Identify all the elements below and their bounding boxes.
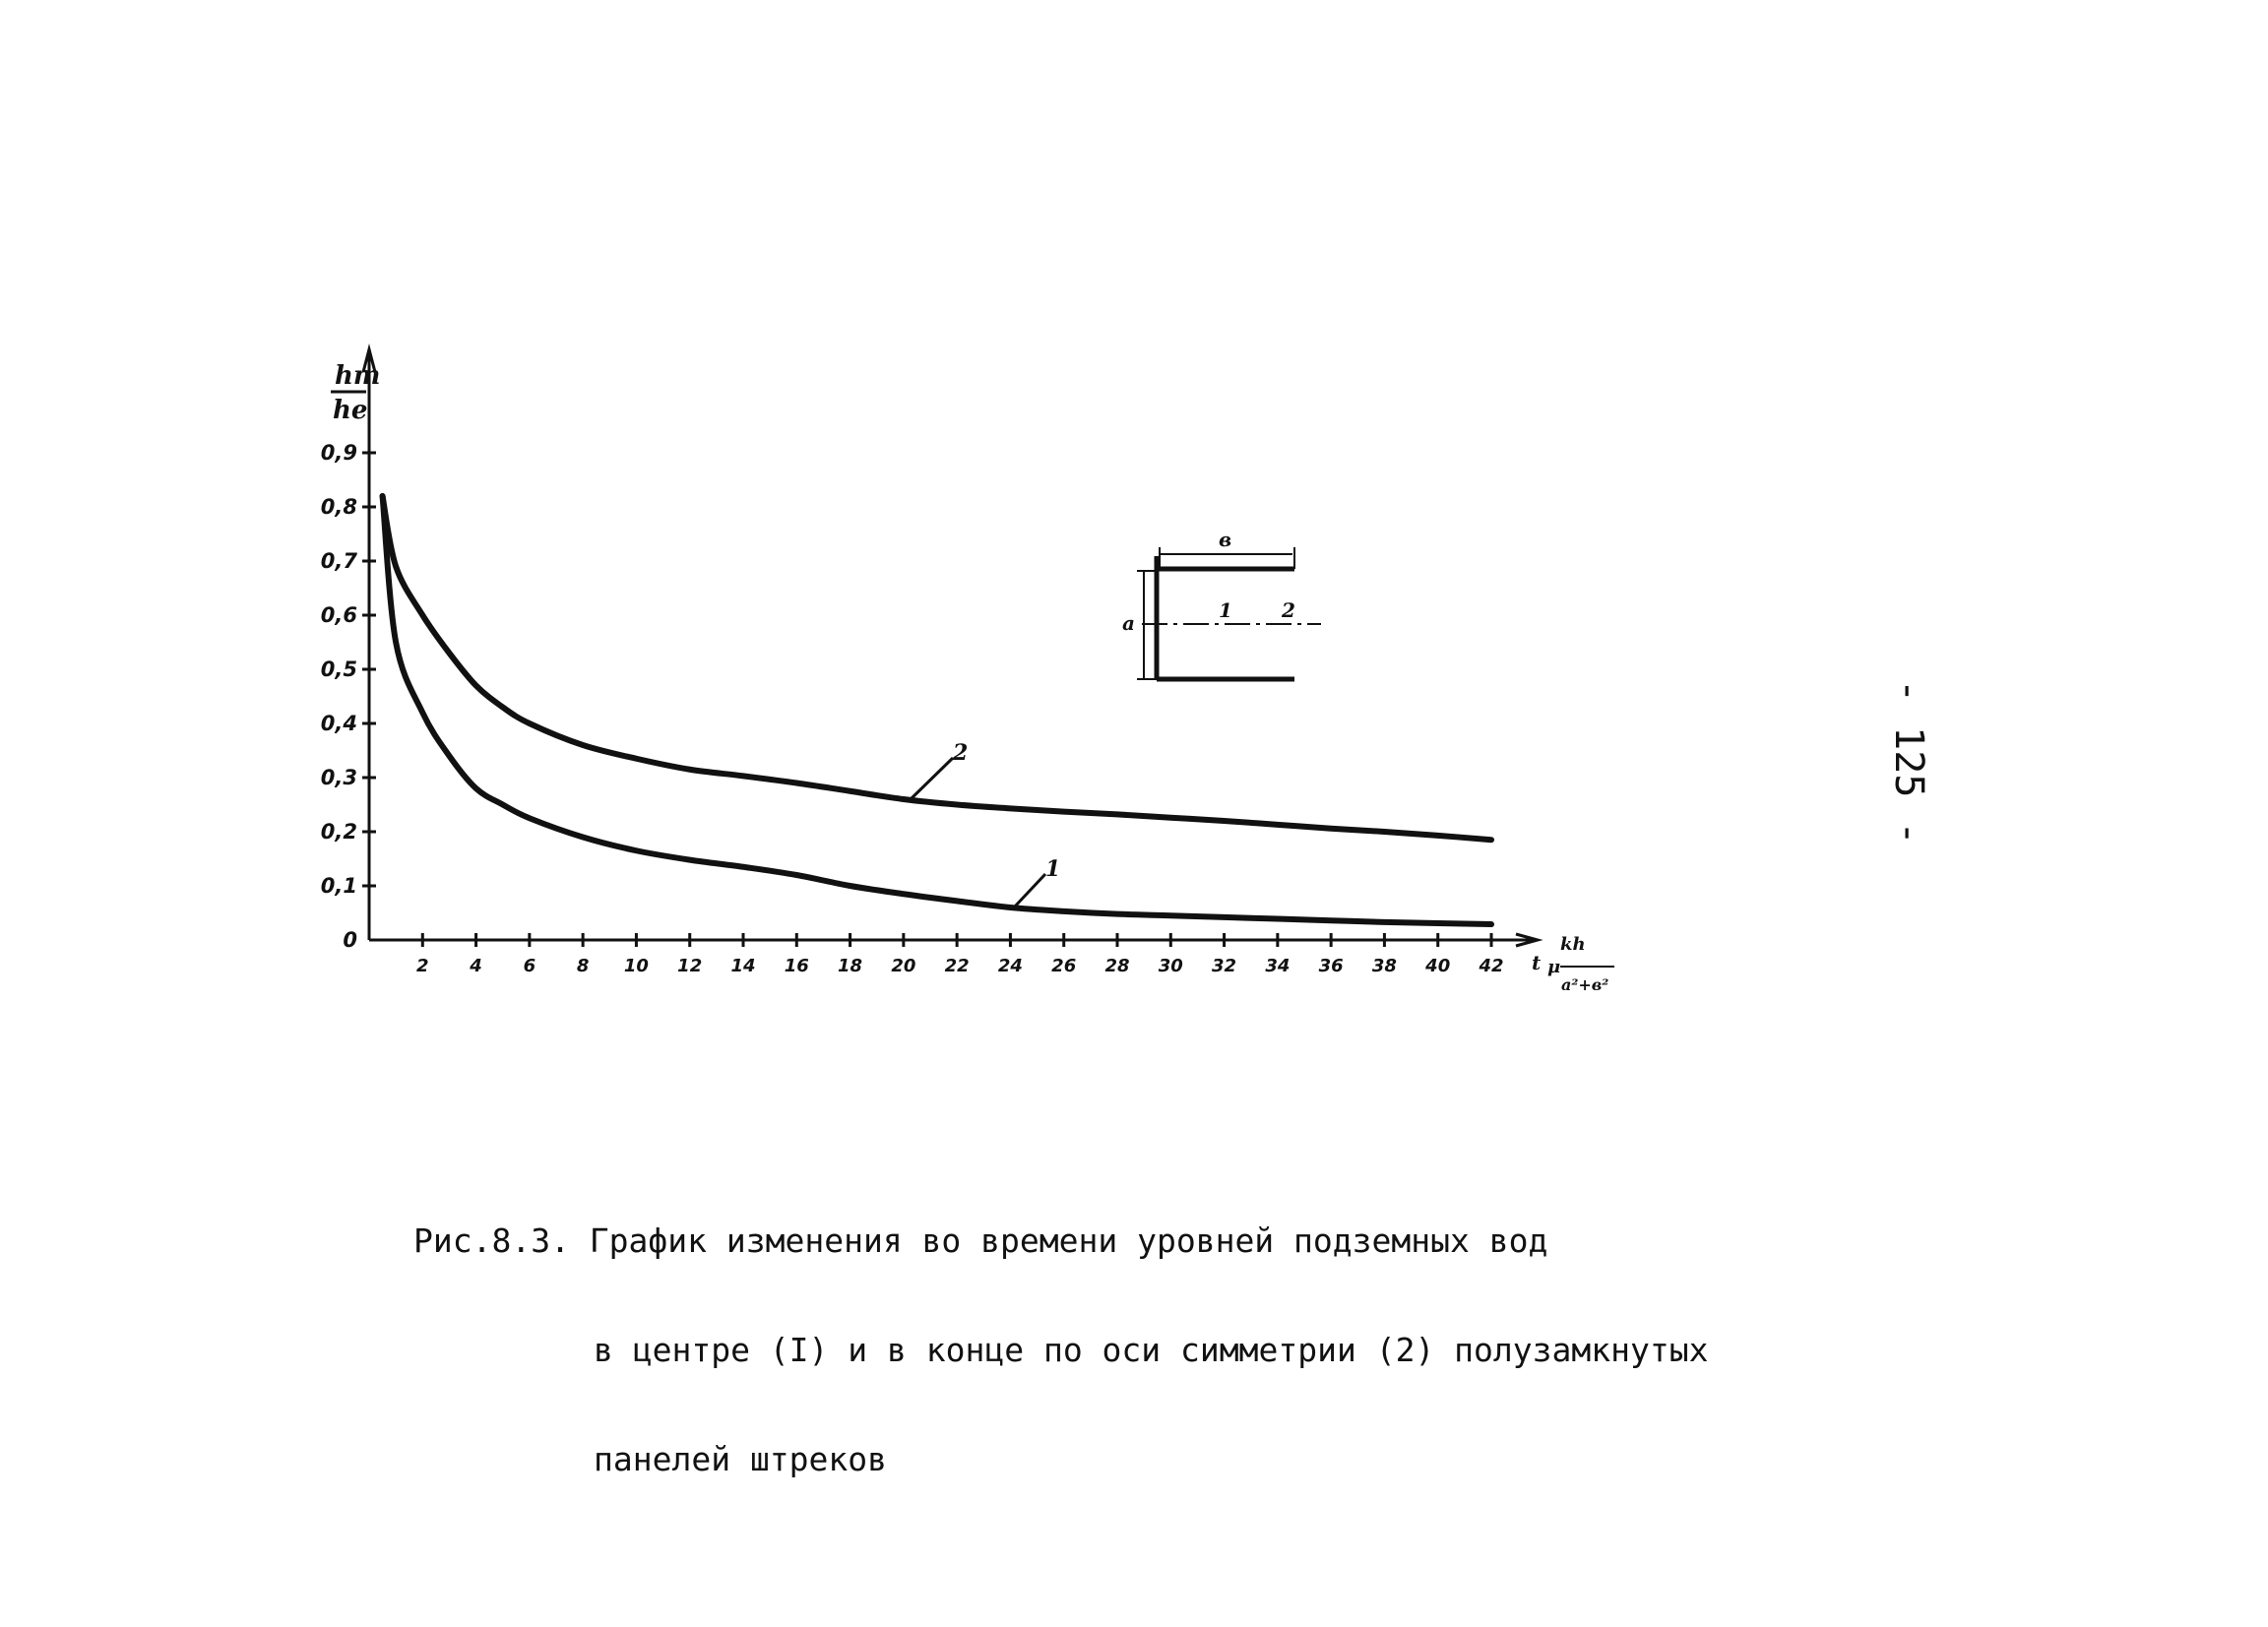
x-tick-label: 32 bbox=[1212, 956, 1236, 976]
figure-caption: Рис.8.3. График изменения во времени уро… bbox=[413, 1150, 1708, 1514]
x-tick-label: 6 bbox=[524, 956, 536, 976]
x-tick-label: 16 bbox=[785, 956, 809, 976]
x-tick-label: 14 bbox=[730, 956, 755, 976]
page-number: - 125 - bbox=[1886, 679, 1931, 845]
caption-line-2: в центре (I) и в конце по оси симметрии … bbox=[594, 1331, 1709, 1369]
x-axis-label-mu: μ bbox=[1547, 957, 1560, 977]
y-tick-label: 0,8 bbox=[321, 495, 357, 519]
y-tick-label: 0,1 bbox=[321, 874, 357, 898]
x-tick-label: 12 bbox=[677, 956, 702, 976]
x-tick-label: 10 bbox=[624, 956, 649, 976]
x-tick-label: 42 bbox=[1478, 956, 1503, 976]
inset-point-2-label: 2 bbox=[1281, 598, 1295, 622]
y-tick-label: 0,2 bbox=[321, 820, 357, 844]
x-tick-label: 4 bbox=[469, 956, 482, 976]
y-tick-label: 0,7 bbox=[321, 549, 358, 573]
x-tick-label: 24 bbox=[998, 956, 1023, 976]
y-axis-arrow bbox=[361, 344, 377, 373]
x-tick-label: 36 bbox=[1319, 956, 1344, 976]
y-tick-label: 0,3 bbox=[321, 766, 357, 789]
caption-line-3: панелей штреков bbox=[594, 1440, 888, 1478]
x-tick-label: 34 bbox=[1265, 956, 1290, 976]
x-tick-label: 18 bbox=[838, 956, 862, 976]
series-2-line bbox=[379, 493, 1494, 844]
y-axis-label-denominator: hе bbox=[333, 396, 367, 425]
x-axis-label-numerator: kh bbox=[1560, 934, 1586, 955]
series-1-line bbox=[379, 493, 1494, 928]
y-tick-label: 0 bbox=[343, 928, 357, 952]
series-2-label: 2 bbox=[952, 740, 968, 766]
y-tick-label: 0,9 bbox=[321, 441, 357, 465]
x-tick-label: 30 bbox=[1159, 956, 1183, 976]
inset-label-b: в bbox=[1219, 528, 1231, 551]
x-tick-label: 8 bbox=[577, 956, 590, 976]
y-tick-label: 0,5 bbox=[321, 657, 357, 681]
y-axis-label-numerator: hт bbox=[335, 361, 380, 391]
inset-diagram: в a 1 2 bbox=[1122, 528, 1321, 682]
caption-line-1: Рис.8.3. График изменения во времени уро… bbox=[413, 1221, 1548, 1260]
x-tick-label: 26 bbox=[1051, 956, 1076, 976]
inset-point-1-label: 1 bbox=[1219, 598, 1232, 622]
x-tick-label: 40 bbox=[1424, 956, 1450, 976]
x-tick-label: 2 bbox=[416, 956, 429, 976]
series-1-label: 1 bbox=[1045, 856, 1060, 882]
x-tick-label: 20 bbox=[891, 956, 915, 976]
x-tick-label: 38 bbox=[1372, 956, 1397, 976]
series-2-leader bbox=[909, 756, 955, 801]
x-tick-label: 22 bbox=[945, 956, 970, 976]
x-axis-arrow bbox=[1515, 932, 1544, 948]
series-1-leader bbox=[1012, 872, 1047, 909]
x-tick-label: 28 bbox=[1104, 956, 1129, 976]
y-tick-label: 0,6 bbox=[321, 603, 357, 627]
x-axis-label-denominator: a²+в² bbox=[1561, 975, 1608, 994]
inset-label-a: a bbox=[1122, 611, 1135, 635]
x-axis-label-lhs: t bbox=[1532, 951, 1542, 974]
y-tick-label: 0,4 bbox=[321, 712, 357, 735]
